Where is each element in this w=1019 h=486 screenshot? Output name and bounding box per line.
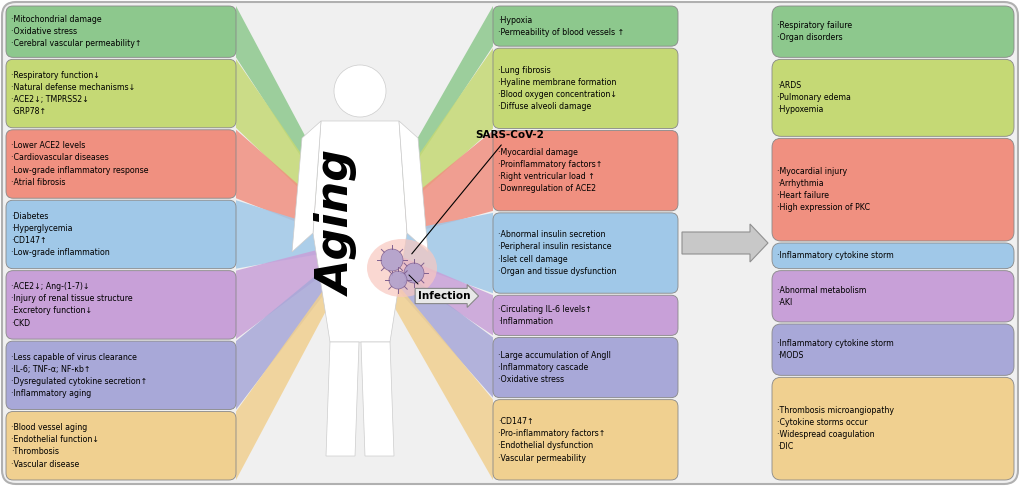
Polygon shape: [360, 6, 492, 247]
FancyBboxPatch shape: [492, 295, 678, 335]
Polygon shape: [360, 48, 492, 247]
Circle shape: [333, 65, 385, 117]
FancyBboxPatch shape: [492, 131, 678, 211]
Text: ·Thrombosis microangiopathy
·Cytokine storms occur
·Widespread coagulation
·DIC: ·Thrombosis microangiopathy ·Cytokine st…: [776, 406, 893, 451]
Text: ·Inflammatory cytokine storm
·MODS: ·Inflammatory cytokine storm ·MODS: [776, 339, 893, 360]
Polygon shape: [235, 239, 360, 339]
Polygon shape: [291, 121, 321, 252]
Text: ·Mitochondrial damage
·Oxidative stress
·Cerebral vascular permeability↑: ·Mitochondrial damage ·Oxidative stress …: [11, 15, 142, 48]
FancyBboxPatch shape: [6, 341, 235, 410]
Text: ·Lower ACE2 levels
·Cardiovascular diseases
·Low-grade inflammatory response
·At: ·Lower ACE2 levels ·Cardiovascular disea…: [11, 141, 149, 187]
Text: Infection: Infection: [418, 291, 470, 301]
Text: ·Large accumulation of AngII
·Inflammatory cascade
·Oxidative stress: ·Large accumulation of AngII ·Inflammato…: [497, 351, 610, 384]
FancyBboxPatch shape: [771, 6, 1013, 57]
FancyBboxPatch shape: [6, 59, 235, 128]
Polygon shape: [682, 224, 767, 262]
FancyBboxPatch shape: [771, 59, 1013, 137]
Text: ·Myocardial damage
·Proinflammatory factors↑
·Right ventricular load ↑
·Downregu: ·Myocardial damage ·Proinflammatory fact…: [497, 148, 602, 193]
Polygon shape: [360, 131, 492, 247]
Text: ·Lung fibrosis
·Hyaline membrane formation
·Blood oxygen concentration↓
·Diffuse: ·Lung fibrosis ·Hyaline membrane formati…: [497, 66, 616, 111]
FancyBboxPatch shape: [492, 399, 678, 480]
FancyBboxPatch shape: [771, 377, 1013, 480]
Text: ·Myocardial injury
·Arrhythmia
·Heart failure
·High expression of PKC: ·Myocardial injury ·Arrhythmia ·Heart fa…: [776, 167, 869, 212]
FancyBboxPatch shape: [771, 271, 1013, 322]
Text: ·Diabetes
·Hyperglycemia
·CD147↑
·Low-grade inflammation: ·Diabetes ·Hyperglycemia ·CD147↑ ·Low-gr…: [11, 212, 110, 257]
Text: ·Abnormal insulin secretion
·Peripheral insulin resistance
·Islet cell damage
·O: ·Abnormal insulin secretion ·Peripheral …: [497, 230, 615, 276]
Text: ·Respiratory failure
·Organ disorders: ·Respiratory failure ·Organ disorders: [776, 21, 851, 42]
FancyBboxPatch shape: [6, 200, 235, 269]
Circle shape: [381, 249, 403, 271]
Text: ·CD147↑
·Pro-inflammatory factors↑
·Endothelial dysfunction
·Vascular permeabili: ·CD147↑ ·Pro-inflammatory factors↑ ·Endo…: [497, 417, 605, 463]
Text: ·ACE2↓; Ang-(1-7)↓
·Injury of renal tissue structure
·Excretory function↓
·CKD: ·ACE2↓; Ang-(1-7)↓ ·Injury of renal tiss…: [11, 282, 132, 328]
Polygon shape: [326, 342, 359, 456]
Polygon shape: [398, 121, 428, 252]
Polygon shape: [235, 130, 360, 247]
Polygon shape: [235, 239, 360, 410]
Text: Aging: Aging: [316, 151, 359, 295]
Text: SARS-CoV-2: SARS-CoV-2: [412, 130, 543, 254]
Polygon shape: [313, 121, 407, 342]
FancyBboxPatch shape: [492, 6, 678, 46]
Polygon shape: [235, 59, 360, 247]
FancyBboxPatch shape: [6, 271, 235, 339]
Polygon shape: [360, 239, 492, 398]
FancyBboxPatch shape: [771, 324, 1013, 375]
FancyBboxPatch shape: [771, 243, 1013, 269]
Polygon shape: [235, 200, 360, 269]
Polygon shape: [235, 239, 360, 480]
FancyBboxPatch shape: [6, 130, 235, 198]
Text: ·Respiratory function↓
·Natural defense mechanisms↓
·ACE2↓; TMPRSS2↓
·GRP78↑: ·Respiratory function↓ ·Natural defense …: [11, 71, 136, 116]
Polygon shape: [235, 6, 360, 247]
FancyBboxPatch shape: [771, 139, 1013, 241]
Ellipse shape: [367, 239, 436, 297]
Circle shape: [388, 271, 407, 289]
Text: ·Abnormal metabolism
·AKI: ·Abnormal metabolism ·AKI: [776, 286, 865, 307]
FancyBboxPatch shape: [492, 337, 678, 398]
Text: ·ARDS
·Pulmonary edema
·Hypoxemia: ·ARDS ·Pulmonary edema ·Hypoxemia: [776, 81, 850, 115]
FancyBboxPatch shape: [6, 412, 235, 480]
Polygon shape: [360, 213, 492, 293]
Text: ·Inflammatory cytokine storm: ·Inflammatory cytokine storm: [776, 251, 893, 260]
Polygon shape: [361, 342, 393, 456]
FancyBboxPatch shape: [492, 48, 678, 128]
Text: ·Less capable of virus clearance
·IL-6; TNF-α; NF-κb↑
·Dysregulated cytokine sec: ·Less capable of virus clearance ·IL-6; …: [11, 353, 147, 398]
Polygon shape: [360, 239, 492, 480]
Polygon shape: [360, 239, 492, 335]
Text: ·Hypoxia
·Permeability of blood vessels ↑: ·Hypoxia ·Permeability of blood vessels …: [497, 16, 624, 36]
Text: ·Blood vessel aging
·Endothelial function↓
·Thrombosis
·Vascular disease: ·Blood vessel aging ·Endothelial functio…: [11, 423, 99, 469]
Text: ·Circulating IL-6 levels↑
·Inflammation: ·Circulating IL-6 levels↑ ·Inflammation: [497, 305, 591, 326]
Circle shape: [404, 263, 424, 283]
FancyBboxPatch shape: [492, 213, 678, 293]
FancyBboxPatch shape: [6, 6, 235, 57]
